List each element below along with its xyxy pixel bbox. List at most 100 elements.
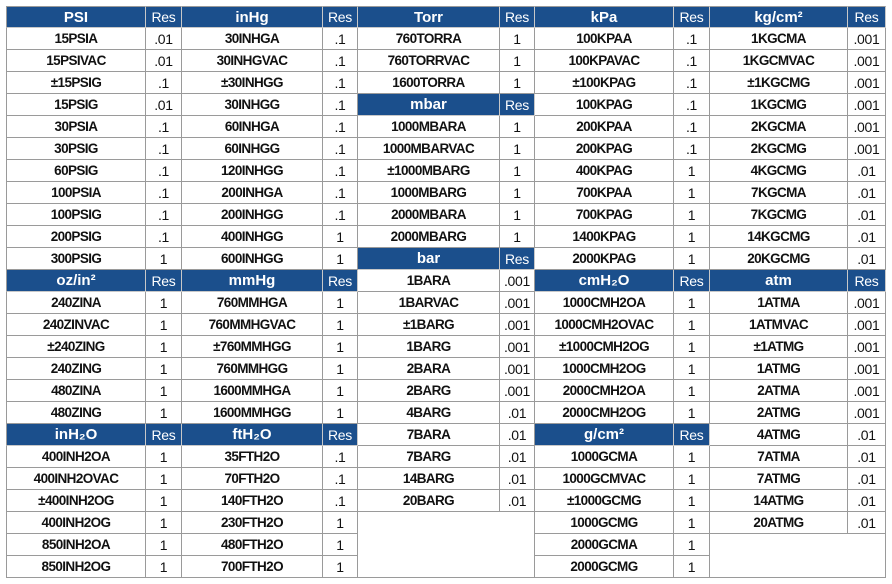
range-code: 200PSIG bbox=[6, 226, 146, 248]
range-code: 4ATMG bbox=[710, 424, 848, 446]
range-code: 20BARG bbox=[358, 490, 500, 512]
resolution-value: 1 bbox=[323, 534, 358, 556]
resolution-value: .1 bbox=[146, 182, 182, 204]
range-code: 2BARG bbox=[358, 380, 500, 402]
resolution-value: 1 bbox=[674, 534, 710, 556]
unit-header: kg/cm² bbox=[710, 6, 848, 28]
range-code: 2ATMG bbox=[710, 402, 848, 424]
unit-header: mbar bbox=[358, 94, 500, 116]
resolution-value: 1 bbox=[674, 292, 710, 314]
resolution-value: 1 bbox=[674, 226, 710, 248]
resolution-value: .01 bbox=[146, 94, 182, 116]
resolution-value: 1 bbox=[146, 490, 182, 512]
resolution-value: 1 bbox=[674, 380, 710, 402]
res-header: Res bbox=[674, 270, 710, 292]
range-code: ±1000MBARG bbox=[358, 160, 500, 182]
resolution-value: 1 bbox=[674, 402, 710, 424]
empty-cell bbox=[358, 534, 535, 556]
resolution-value: .01 bbox=[848, 248, 886, 270]
resolution-value: 1 bbox=[323, 314, 358, 336]
unit-header: oz/in² bbox=[6, 270, 146, 292]
range-code: 700KPAG bbox=[535, 204, 674, 226]
resolution-value: 1 bbox=[674, 446, 710, 468]
resolution-value: 1 bbox=[674, 556, 710, 578]
resolution-value: .01 bbox=[848, 424, 886, 446]
resolution-value: .01 bbox=[500, 490, 535, 512]
range-code: 20KGCMG bbox=[710, 248, 848, 270]
range-code: 1000MBARVAC bbox=[358, 138, 500, 160]
resolution-value: .1 bbox=[674, 50, 710, 72]
range-code: ±30INHGG bbox=[182, 72, 323, 94]
range-code: 1KGCMA bbox=[710, 28, 848, 50]
resolution-value: 1 bbox=[146, 380, 182, 402]
range-code: 1000MBARG bbox=[358, 182, 500, 204]
resolution-value: 1 bbox=[674, 314, 710, 336]
res-header: Res bbox=[323, 6, 358, 28]
resolution-value: 1 bbox=[323, 248, 358, 270]
range-code: 480ZINA bbox=[6, 380, 146, 402]
range-code: 7ATMG bbox=[710, 468, 848, 490]
range-code: 240ZINA bbox=[6, 292, 146, 314]
resolution-value: 1 bbox=[500, 116, 535, 138]
resolution-value: .001 bbox=[848, 72, 886, 94]
range-code: 1000GCMVAC bbox=[535, 468, 674, 490]
range-code: 100PSIA bbox=[6, 182, 146, 204]
resolution-value: 1 bbox=[674, 182, 710, 204]
resolution-value: .001 bbox=[500, 380, 535, 402]
resolution-value: 1 bbox=[674, 204, 710, 226]
range-code: 15PSIVAC bbox=[6, 50, 146, 72]
range-code: ±1ATMG bbox=[710, 336, 848, 358]
resolution-value: .001 bbox=[848, 94, 886, 116]
range-code: 2KGCMA bbox=[710, 116, 848, 138]
resolution-value: 1 bbox=[323, 292, 358, 314]
range-code: 1000MBARA bbox=[358, 116, 500, 138]
resolution-value: .1 bbox=[146, 226, 182, 248]
resolution-value: .01 bbox=[146, 28, 182, 50]
resolution-value: .1 bbox=[323, 28, 358, 50]
range-code: 2BARA bbox=[358, 358, 500, 380]
resolution-value: 1 bbox=[674, 248, 710, 270]
resolution-value: .001 bbox=[500, 292, 535, 314]
resolution-value: .1 bbox=[323, 138, 358, 160]
range-code: ±1BARG bbox=[358, 314, 500, 336]
range-code: 4BARG bbox=[358, 402, 500, 424]
resolution-value: .1 bbox=[323, 204, 358, 226]
resolution-value: .001 bbox=[848, 116, 886, 138]
resolution-value: .001 bbox=[848, 292, 886, 314]
resolution-value: 1 bbox=[674, 468, 710, 490]
range-code: 760TORRVAC bbox=[358, 50, 500, 72]
resolution-value: 1 bbox=[674, 336, 710, 358]
resolution-value: 1 bbox=[323, 226, 358, 248]
resolution-value: .1 bbox=[323, 116, 358, 138]
range-code: 2000GCMG bbox=[535, 556, 674, 578]
unit-header: PSI bbox=[6, 6, 146, 28]
range-code: 60PSIG bbox=[6, 160, 146, 182]
res-header: Res bbox=[323, 424, 358, 446]
range-code: 2000GCMA bbox=[535, 534, 674, 556]
unit-header: inH₂O bbox=[6, 424, 146, 446]
resolution-value: .001 bbox=[848, 358, 886, 380]
resolution-value: .01 bbox=[848, 226, 886, 248]
range-code: 2000KPAG bbox=[535, 248, 674, 270]
empty-cell bbox=[710, 534, 886, 556]
resolution-value: 1 bbox=[146, 468, 182, 490]
range-code: 140FTH2O bbox=[182, 490, 323, 512]
range-code: 30INHGVAC bbox=[182, 50, 323, 72]
range-code: 1ATMG bbox=[710, 358, 848, 380]
range-code: ±1000GCMG bbox=[535, 490, 674, 512]
range-code: 200INHGG bbox=[182, 204, 323, 226]
range-code: 760MMHGVAC bbox=[182, 314, 323, 336]
resolution-value: 1 bbox=[323, 336, 358, 358]
range-code: 700FTH2O bbox=[182, 556, 323, 578]
resolution-value: .1 bbox=[323, 490, 358, 512]
range-code: 850INH2OA bbox=[6, 534, 146, 556]
resolution-value: .1 bbox=[674, 116, 710, 138]
range-code: 1600MMHGA bbox=[182, 380, 323, 402]
resolution-value: 1 bbox=[146, 512, 182, 534]
resolution-value: .001 bbox=[500, 314, 535, 336]
resolution-value: 1 bbox=[146, 336, 182, 358]
resolution-value: .1 bbox=[674, 94, 710, 116]
res-header: Res bbox=[500, 6, 535, 28]
resolution-value: .001 bbox=[500, 270, 535, 292]
range-code: 4KGCMG bbox=[710, 160, 848, 182]
